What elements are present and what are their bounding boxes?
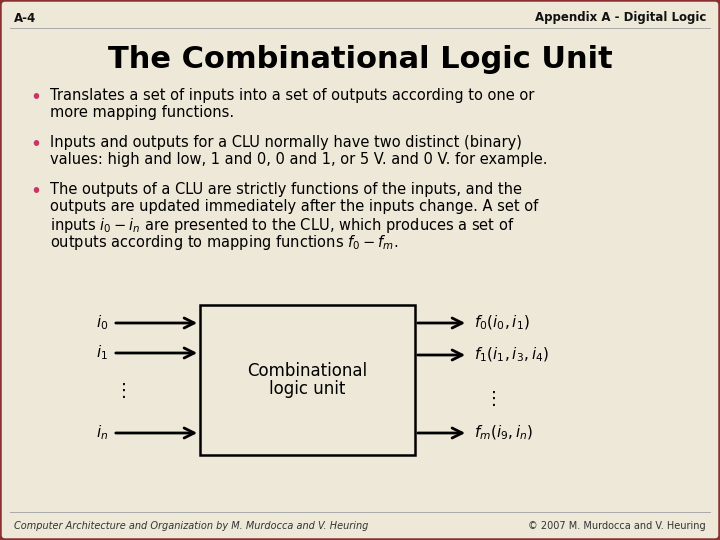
Text: © 2007 M. Murdocca and V. Heuring: © 2007 M. Murdocca and V. Heuring [528,521,706,531]
Text: $f_0(i_0, i_1)$: $f_0(i_0, i_1)$ [474,314,530,332]
Text: $i_1$: $i_1$ [96,343,108,362]
Text: $i_0$: $i_0$ [96,314,108,332]
Text: more mapping functions.: more mapping functions. [50,105,234,120]
Text: The Combinational Logic Unit: The Combinational Logic Unit [107,45,613,75]
Text: outputs according to mapping functions $f_0 - f_m.$: outputs according to mapping functions $… [50,233,398,252]
Text: •: • [30,135,41,154]
Text: $i_n$: $i_n$ [96,424,108,442]
Text: logic unit: logic unit [269,380,346,398]
Text: Inputs and outputs for a CLU normally have two distinct (binary): Inputs and outputs for a CLU normally ha… [50,135,522,150]
Text: $f_1(i_1, i_3, i_4)$: $f_1(i_1, i_3, i_4)$ [474,346,549,364]
Text: $f_m(i_9, i_n)$: $f_m(i_9, i_n)$ [474,424,534,442]
Text: Computer Architecture and Organization by M. Murdocca and V. Heuring: Computer Architecture and Organization b… [14,521,369,531]
Text: •: • [30,182,41,201]
Text: Translates a set of inputs into a set of outputs according to one or: Translates a set of inputs into a set of… [50,88,534,103]
Text: Appendix A - Digital Logic: Appendix A - Digital Logic [535,11,706,24]
Text: •: • [30,88,41,107]
Text: Combinational: Combinational [248,362,368,380]
Text: inputs $i_0 - i_n$ are presented to the CLU, which produces a set of: inputs $i_0 - i_n$ are presented to the … [50,216,515,235]
Text: The outputs of a CLU are strictly functions of the inputs, and the: The outputs of a CLU are strictly functi… [50,182,522,197]
Text: $\vdots$: $\vdots$ [114,381,126,400]
Text: A-4: A-4 [14,11,36,24]
Text: $\vdots$: $\vdots$ [484,389,496,408]
Text: values: high and low, 1 and 0, 0 and 1, or 5 V. and 0 V. for example.: values: high and low, 1 and 0, 0 and 1, … [50,152,547,167]
Text: outputs are updated immediately after the inputs change. A set of: outputs are updated immediately after th… [50,199,539,214]
Bar [200,305,415,455]
